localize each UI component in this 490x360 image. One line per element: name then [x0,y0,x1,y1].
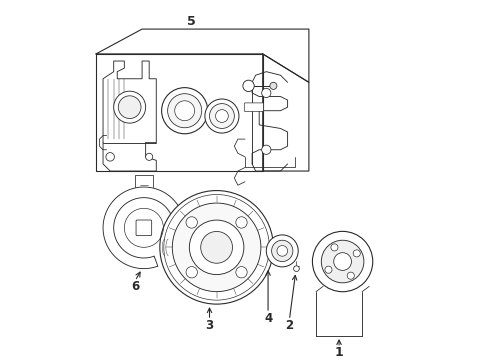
Circle shape [236,217,247,228]
Circle shape [277,246,288,256]
Circle shape [236,266,247,278]
Circle shape [186,266,197,278]
Circle shape [262,145,271,154]
Circle shape [271,240,293,261]
Circle shape [146,153,153,161]
Text: 3: 3 [205,319,214,332]
Circle shape [201,231,233,263]
Circle shape [210,104,234,129]
Circle shape [294,266,299,271]
Ellipse shape [353,250,360,257]
Circle shape [162,87,208,134]
Circle shape [321,240,364,283]
Circle shape [118,96,141,118]
Circle shape [186,217,197,228]
Text: 4: 4 [264,312,272,325]
Ellipse shape [331,244,338,251]
Text: 1: 1 [335,346,343,359]
Circle shape [189,220,244,275]
Circle shape [270,82,277,89]
Circle shape [106,153,114,161]
Circle shape [216,110,228,122]
Circle shape [262,88,271,98]
Text: 2: 2 [285,319,294,332]
Circle shape [266,235,298,267]
Circle shape [313,231,373,292]
Ellipse shape [347,272,354,279]
Circle shape [172,203,261,292]
Ellipse shape [325,266,332,273]
Circle shape [160,190,273,304]
Text: 5: 5 [187,15,196,28]
Circle shape [334,253,351,270]
Circle shape [205,99,239,133]
Circle shape [243,80,254,91]
Circle shape [168,94,202,128]
FancyBboxPatch shape [136,220,152,236]
FancyBboxPatch shape [245,103,264,111]
Circle shape [175,101,195,121]
Circle shape [114,91,146,123]
Text: 6: 6 [131,280,139,293]
